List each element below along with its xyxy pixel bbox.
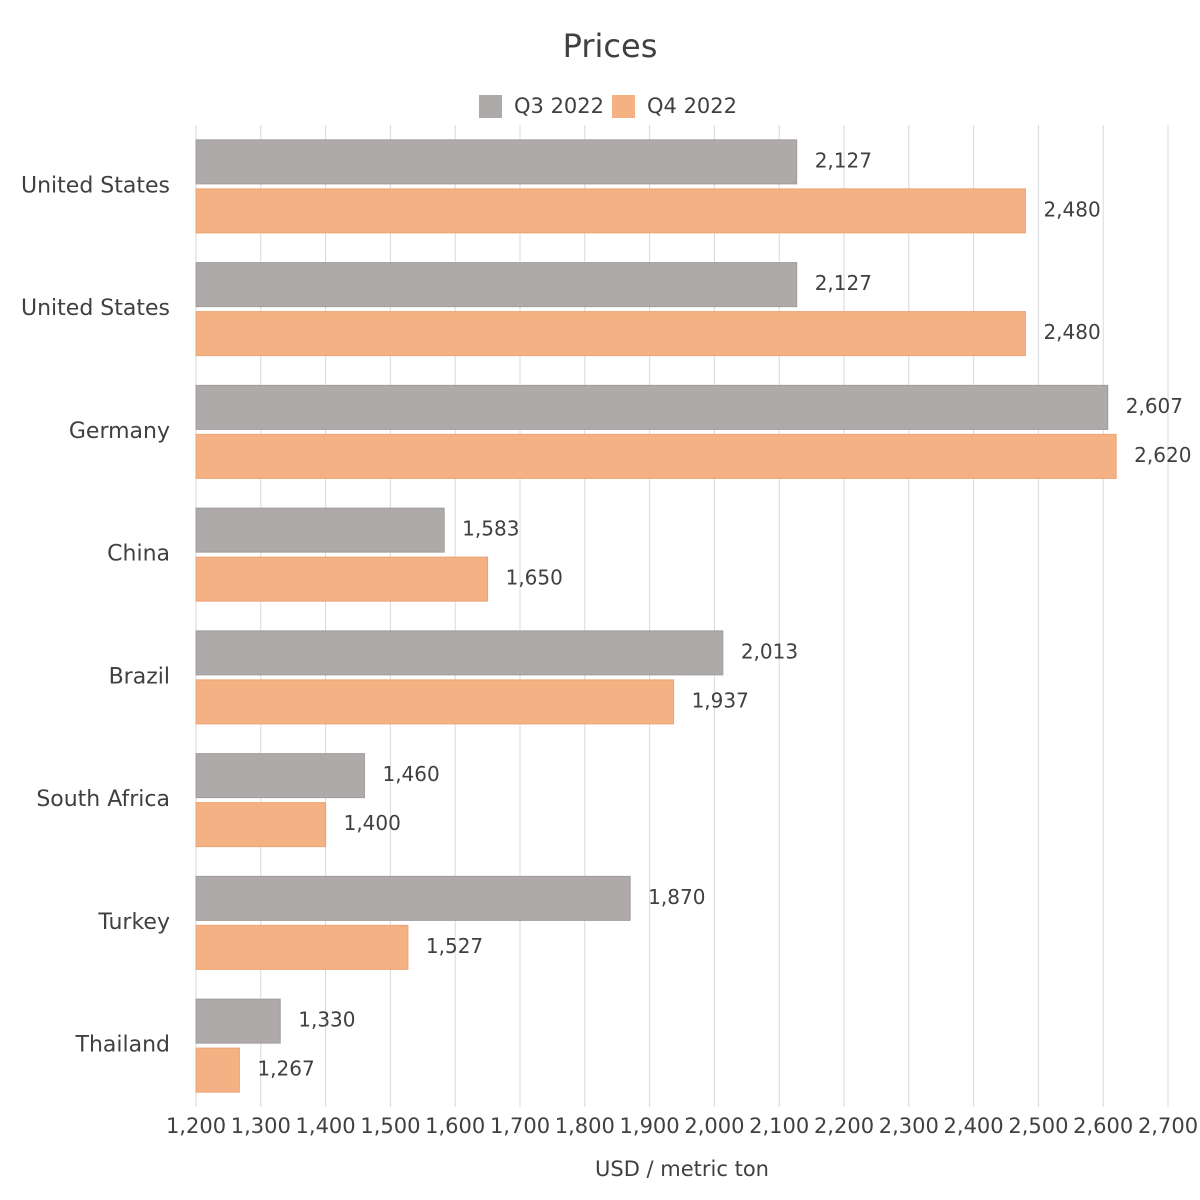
y-tick-label: United States	[21, 296, 170, 321]
bar	[195, 679, 675, 725]
bar	[195, 875, 631, 921]
legend-label: Q4 2022	[647, 94, 737, 118]
data-label: 1,527	[426, 934, 483, 958]
y-tick-label: Germany	[69, 419, 170, 444]
legend-label: Q3 2022	[514, 94, 604, 118]
data-label: 2,127	[815, 148, 872, 172]
x-tick-label: 1,200	[166, 1114, 226, 1138]
data-label: 1,330	[298, 1008, 355, 1032]
bar	[195, 924, 409, 970]
data-label: 1,583	[462, 517, 519, 541]
bar	[195, 507, 445, 553]
x-tick-label: 1,400	[296, 1114, 356, 1138]
bar	[195, 262, 798, 308]
legend-swatch	[479, 95, 502, 118]
bar	[195, 556, 489, 602]
data-label: 1,400	[344, 811, 401, 835]
y-tick-label: Thailand	[75, 1033, 170, 1058]
x-tick-label: 2,000	[684, 1114, 744, 1138]
x-tick-label: 2,700	[1138, 1114, 1198, 1138]
bar	[195, 139, 798, 185]
y-tick-label: South Africa	[36, 787, 170, 812]
data-label: 2,480	[1043, 320, 1100, 344]
x-tick-label: 2,400	[944, 1114, 1004, 1138]
x-tick-label: 2,300	[879, 1114, 939, 1138]
bar	[195, 433, 1117, 479]
bar	[195, 998, 281, 1044]
x-tick-label: 2,200	[814, 1114, 874, 1138]
x-axis-title: USD / metric ton	[595, 1157, 769, 1181]
legend-swatch	[612, 95, 635, 118]
data-label: 1,870	[648, 885, 705, 909]
x-tick-label: 1,500	[360, 1114, 420, 1138]
x-tick-label: 1,600	[425, 1114, 485, 1138]
data-label: 2,127	[815, 271, 872, 295]
data-label: 2,013	[741, 639, 798, 663]
data-label: 2,620	[1134, 443, 1191, 467]
bar	[195, 311, 1026, 357]
bar	[195, 1047, 240, 1093]
bar	[195, 630, 724, 676]
data-label: 2,480	[1043, 197, 1100, 221]
x-tick-label: 2,100	[749, 1114, 809, 1138]
y-tick-label: Turkey	[97, 910, 170, 935]
x-tick-label: 2,600	[1073, 1114, 1133, 1138]
y-tick-label: Brazil	[109, 664, 170, 689]
y-tick-label: United States	[21, 173, 170, 198]
data-label: 1,267	[257, 1057, 314, 1081]
data-label: 1,460	[382, 762, 439, 786]
data-label: 1,650	[506, 566, 563, 590]
data-label: 1,937	[692, 688, 749, 712]
x-tick-label: 1,900	[620, 1114, 680, 1138]
bar	[195, 753, 365, 799]
data-label: 2,607	[1126, 394, 1183, 418]
bar	[195, 802, 327, 848]
x-tick-label: 2,500	[1008, 1114, 1068, 1138]
chart-title: Prices	[563, 27, 658, 65]
x-tick-label: 1,700	[490, 1114, 550, 1138]
y-tick-label: China	[107, 542, 170, 567]
bar	[195, 188, 1026, 234]
x-tick-label: 1,300	[231, 1114, 291, 1138]
x-tick-label: 1,800	[555, 1114, 615, 1138]
bar	[195, 384, 1109, 430]
